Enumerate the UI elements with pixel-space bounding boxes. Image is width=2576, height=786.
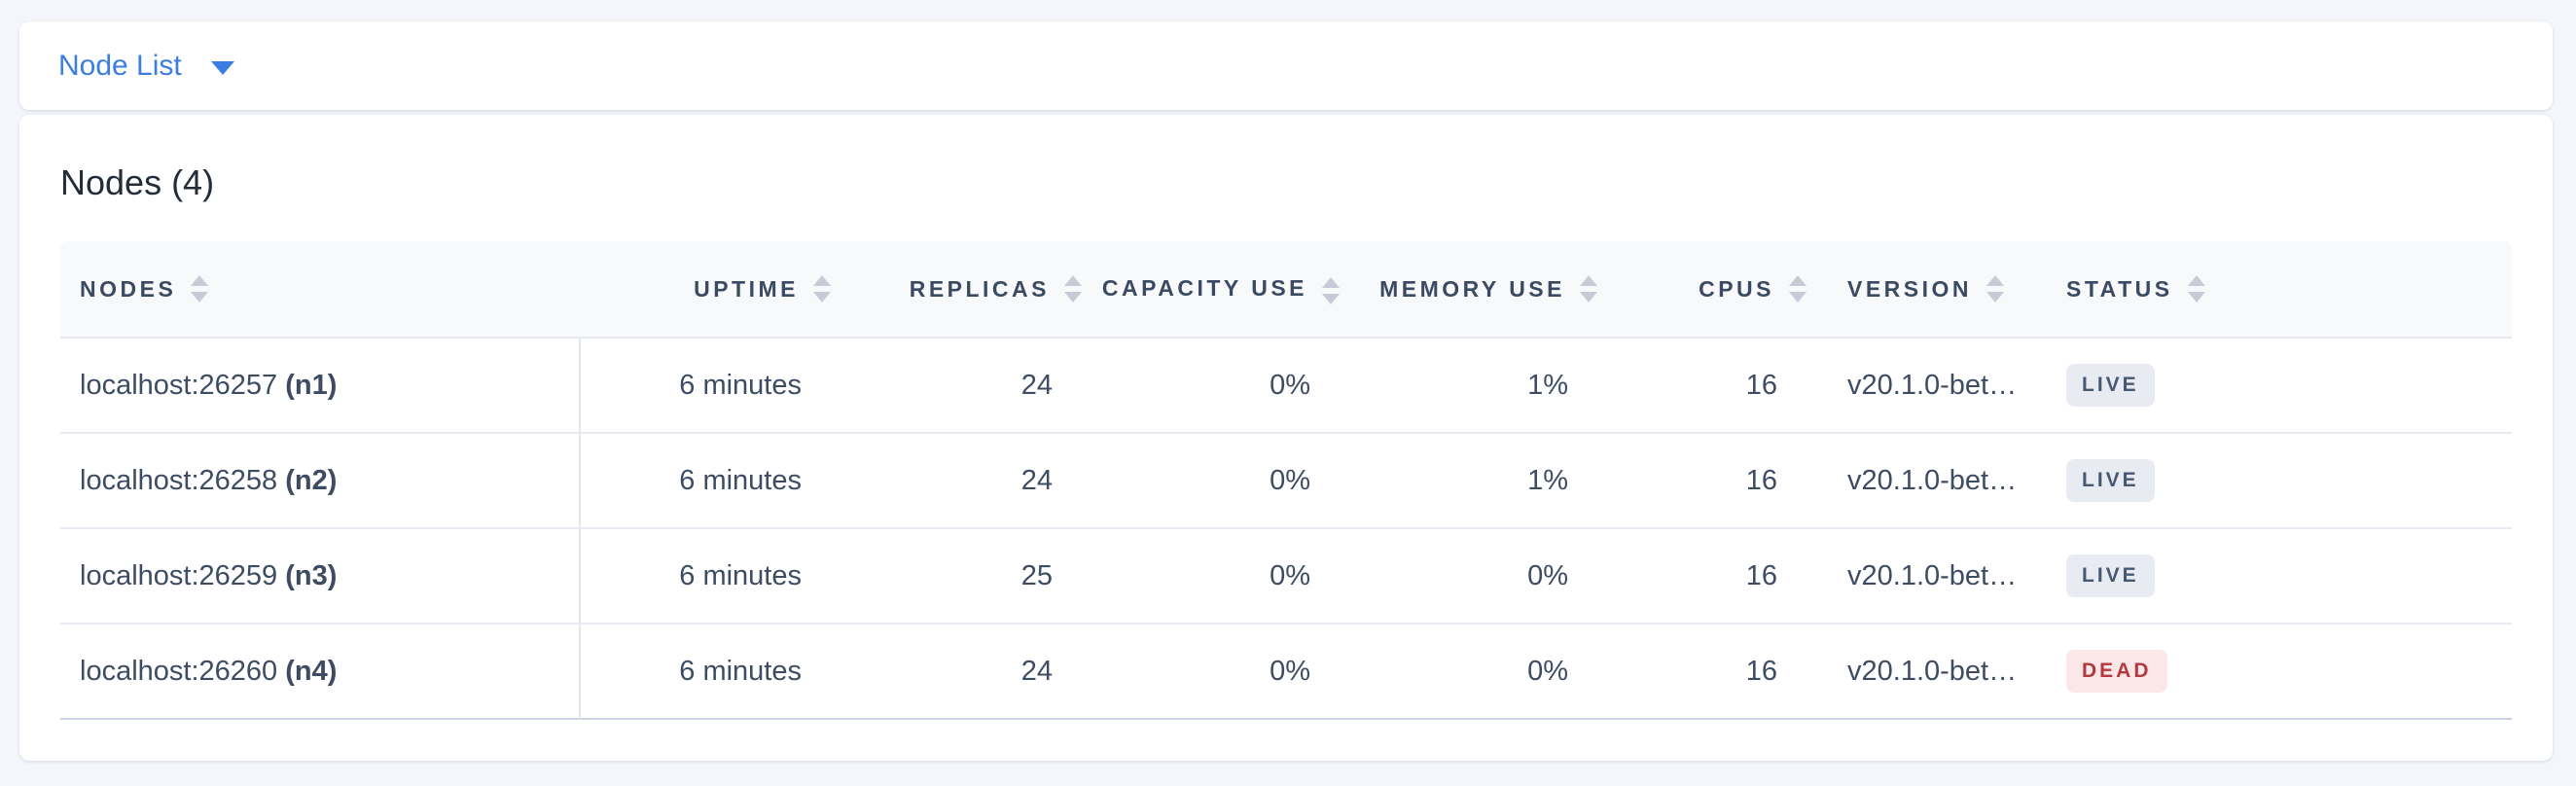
status-badge: DEAD: [2066, 650, 2167, 693]
uptime-cell: 6 minutes: [581, 625, 848, 720]
caret-down-icon: [210, 60, 234, 75]
view-selector-bar: Node List: [19, 21, 2553, 110]
capacity-use-cell: 0%: [1099, 529, 1357, 625]
sort-arrows-icon: [1580, 275, 1597, 303]
column-header-memory-use[interactable]: Memory Use: [1357, 241, 1615, 339]
cpus-cell: 16: [1615, 529, 1824, 625]
node-table: Nodes Uptime Replicas: [60, 241, 2512, 720]
uptime-cell: 6 minutes: [581, 339, 848, 434]
node-id: (n1): [285, 369, 338, 401]
status-badge: LIVE: [2066, 364, 2155, 407]
version-cell: v20.1.0-bet…: [1824, 625, 2043, 720]
table-row: localhost:26260 (n4) 6 minutes 24 0% 0% …: [60, 625, 2512, 720]
node-address-cell: localhost:26259 (n3): [60, 529, 581, 625]
sort-arrows-icon: [191, 275, 209, 303]
view-dropdown-label: Node List: [58, 49, 182, 82]
page-title: Nodes (4): [60, 162, 215, 202]
version-cell: v20.1.0-bet…: [1824, 529, 2043, 625]
sort-arrows-icon: [1064, 275, 1082, 303]
table-row: localhost:26257 (n1) 6 minutes 24 0% 1% …: [60, 339, 2512, 434]
memory-use-cell: 1%: [1357, 434, 1615, 529]
sort-arrows-icon: [2187, 275, 2205, 303]
node-address-cell: localhost:26258 (n2): [60, 434, 581, 529]
sort-arrows-icon: [1322, 277, 1340, 304]
version-cell: v20.1.0-bet…: [1824, 339, 2043, 434]
memory-use-cell: 0%: [1357, 529, 1615, 625]
cpus-cell: 16: [1615, 434, 1824, 529]
status-cell: LIVE: [2043, 529, 2512, 625]
sort-arrows-icon: [813, 275, 831, 303]
status-cell: LIVE: [2043, 434, 2512, 529]
cpus-cell: 16: [1615, 339, 1824, 434]
node-id: (n2): [285, 464, 338, 496]
status-badge: LIVE: [2066, 459, 2155, 502]
uptime-cell: 6 minutes: [581, 434, 848, 529]
table-row: localhost:26259 (n3) 6 minutes 25 0% 0% …: [60, 529, 2512, 625]
version-cell: v20.1.0-bet…: [1824, 434, 2043, 529]
nodes-card: Nodes (4) Nodes: [19, 115, 2553, 761]
uptime-cell: 6 minutes: [581, 529, 848, 625]
status-cell: LIVE: [2043, 339, 2512, 434]
table-header-row: Nodes Uptime Replicas: [60, 241, 2512, 339]
node-address-cell: localhost:26257 (n1): [60, 339, 581, 434]
replicas-cell: 24: [848, 625, 1099, 720]
column-header-nodes[interactable]: Nodes: [60, 241, 581, 339]
sort-arrows-icon: [1986, 275, 2005, 303]
capacity-use-cell: 0%: [1099, 434, 1357, 529]
column-header-capacity-use[interactable]: Capacity Use: [1099, 241, 1357, 339]
replicas-cell: 25: [848, 529, 1099, 625]
column-header-status[interactable]: Status: [2043, 241, 2512, 339]
page: Node List Nodes (4) Nodes: [19, 21, 2553, 761]
node-id: (n3): [285, 559, 338, 591]
replicas-cell: 24: [848, 434, 1099, 529]
view-dropdown[interactable]: Node List: [58, 50, 234, 83]
status-badge: LIVE: [2066, 554, 2155, 597]
capacity-use-cell: 0%: [1099, 339, 1357, 434]
node-address-cell: localhost:26260 (n4): [60, 625, 581, 720]
capacity-use-cell: 0%: [1099, 625, 1357, 720]
table-row: localhost:26258 (n2) 6 minutes 24 0% 1% …: [60, 434, 2512, 529]
column-header-version[interactable]: Version: [1824, 241, 2043, 339]
column-header-replicas[interactable]: Replicas: [848, 241, 1099, 339]
replicas-cell: 24: [848, 339, 1099, 434]
sort-arrows-icon: [1789, 275, 1807, 303]
node-id: (n4): [285, 655, 338, 687]
status-cell: DEAD: [2043, 625, 2512, 720]
column-header-uptime[interactable]: Uptime: [581, 241, 848, 339]
cpus-cell: 16: [1615, 625, 1824, 720]
memory-use-cell: 0%: [1357, 625, 1615, 720]
memory-use-cell: 1%: [1357, 339, 1615, 434]
column-header-cpus[interactable]: CPUs: [1615, 241, 1824, 339]
